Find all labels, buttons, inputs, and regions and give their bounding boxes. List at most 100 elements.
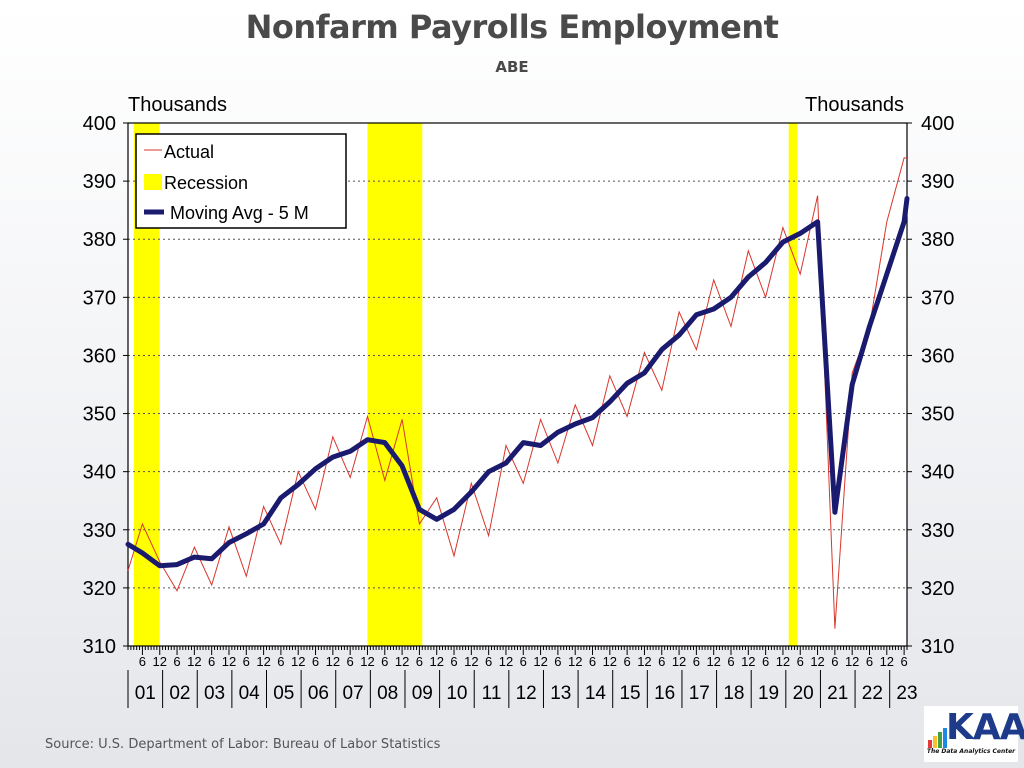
x-year-label: 15 (619, 683, 640, 704)
x-year-label: 14 (585, 683, 607, 704)
x-tick-label: 12 (533, 654, 547, 669)
x-tick-label: 6 (554, 654, 561, 669)
x-year-label: 20 (793, 683, 814, 704)
y-axis-label-right: Thousands (805, 94, 904, 116)
y-tick-label-left: 400 (83, 113, 116, 135)
x-year-label: 09 (412, 683, 433, 704)
x-tick-label: 12 (637, 654, 651, 669)
x-tick-label: 6 (900, 654, 907, 669)
x-tick-label: 6 (831, 654, 838, 669)
x-tick-label: 12 (187, 654, 201, 669)
x-year-label: 23 (896, 683, 917, 704)
recession-band (788, 123, 798, 646)
x-year-label: 12 (516, 683, 537, 704)
x-year-label: 16 (654, 683, 675, 704)
x-tick-label: 12 (153, 654, 167, 669)
x-tick-label: 12 (741, 654, 755, 669)
y-tick-label-left: 320 (83, 578, 116, 600)
y-tick-label-right: 340 (921, 462, 954, 484)
y-tick-label-left: 360 (83, 345, 116, 367)
x-tick-label: 6 (139, 654, 146, 669)
x-tick-label: 12 (429, 654, 443, 669)
x-tick-label: 6 (624, 654, 631, 669)
x-tick-label: 6 (173, 654, 180, 669)
x-tick-label: 12 (880, 654, 894, 669)
x-tick-label: 12 (464, 654, 478, 669)
kaa-logo: KAA The Data Analytics Center (924, 706, 1024, 762)
y-tick-label-right: 310 (921, 636, 954, 658)
x-tick-label: 6 (693, 654, 700, 669)
x-year-label: 07 (342, 683, 363, 704)
x-tick-label: 12 (672, 654, 686, 669)
y-tick-label-left: 310 (83, 636, 116, 658)
x-tick-label: 6 (589, 654, 596, 669)
logo-bar (933, 736, 937, 748)
x-tick-label: 6 (727, 654, 734, 669)
y-tick-label-right: 400 (921, 113, 954, 135)
y-tick-label-left: 330 (83, 520, 116, 542)
x-year-label: 10 (446, 683, 467, 704)
y-tick-label-left: 390 (83, 171, 116, 193)
y-tick-label-left: 380 (83, 229, 116, 251)
plot-frame (127, 122, 908, 647)
x-tick-label: 12 (845, 654, 859, 669)
x-tick-label: 6 (208, 654, 215, 669)
x-year-label: 01 (135, 683, 156, 704)
logo-bar (928, 740, 932, 748)
x-tick-label: 12 (395, 654, 409, 669)
x-year-label: 05 (273, 683, 294, 704)
y-tick-label-right: 390 (921, 171, 954, 193)
page-title: Nonfarm Payrolls Employment (245, 8, 779, 46)
bar-chart-icon (928, 728, 947, 748)
moving-avg-series-line (125, 196, 910, 569)
y-tick-label-right: 330 (921, 520, 954, 542)
x-year-label: 18 (723, 683, 744, 704)
x-tick-label: 12 (360, 654, 374, 669)
x-year-label: 03 (204, 683, 225, 704)
y-tick-label-left: 370 (83, 287, 116, 309)
x-tick-label: 12 (706, 654, 720, 669)
x-year-label: 13 (550, 683, 571, 704)
legend-swatch-recession (144, 174, 162, 190)
x-tick-label: 6 (347, 654, 354, 669)
logo-tagline: The Data Analytics Center (926, 748, 1016, 755)
x-tick-label: 6 (312, 654, 319, 669)
x-year-label: 17 (689, 683, 710, 704)
x-tick-label: 12 (256, 654, 270, 669)
logo-bar (938, 732, 942, 748)
x-tick-label: 6 (450, 654, 457, 669)
x-tick-label: 6 (520, 654, 527, 669)
x-tick-label: 6 (485, 654, 492, 669)
x-tick-label: 6 (243, 654, 250, 669)
legend-box (135, 133, 347, 229)
x-tick-label: 12 (603, 654, 617, 669)
x-year-label: 08 (377, 683, 398, 704)
x-year-label: 04 (239, 683, 261, 704)
y-tick-label-left: 350 (83, 404, 116, 426)
x-tick-label: 6 (762, 654, 769, 669)
x-year-label: 22 (862, 683, 883, 704)
legend-label-actual: Actual (164, 142, 214, 162)
x-tick-label: 6 (416, 654, 423, 669)
y-tick-label-right: 320 (921, 578, 954, 600)
x-tick-label: 12 (776, 654, 790, 669)
legend-label-moving-avg: Moving Avg - 5 M (170, 203, 309, 223)
legend-label-recession: Recession (164, 173, 248, 193)
x-year-label: 11 (482, 683, 502, 704)
x-tick-label: 12 (291, 654, 305, 669)
logo-bar (943, 728, 947, 748)
x-year-label: 06 (308, 683, 329, 704)
x-tick-label: 6 (658, 654, 665, 669)
x-tick-label: 12 (326, 654, 340, 669)
x-tick-label: 6 (797, 654, 804, 669)
y-axis-label-left: Thousands (128, 94, 227, 116)
x-tick-label: 6 (381, 654, 388, 669)
x-tick-label: 12 (499, 654, 513, 669)
x-tick-label: 12 (222, 654, 236, 669)
logo-text: KAA (946, 707, 1024, 748)
y-tick-label-right: 370 (921, 287, 954, 309)
y-tick-label-right: 360 (921, 345, 954, 367)
x-year-label: 19 (758, 683, 779, 704)
x-year-label: 02 (169, 683, 190, 704)
